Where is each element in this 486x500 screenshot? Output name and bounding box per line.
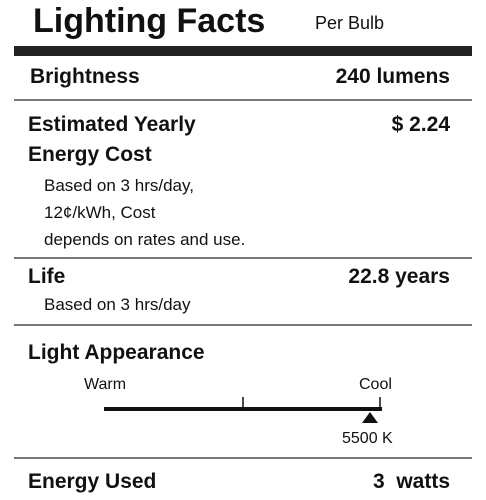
cost-label: Energy Cost [28, 143, 152, 166]
subtitle: Per Bulb [315, 13, 385, 33]
rule [14, 99, 472, 101]
appearance-scale [104, 397, 382, 423]
rule [14, 257, 472, 259]
cost-note: Based on 3 hrs/day, [44, 176, 194, 195]
rule [14, 457, 472, 459]
thick-rule [14, 46, 472, 56]
life-note: Based on 3 hrs/day [44, 295, 191, 314]
energy-used-value: 3 watts [372, 470, 450, 493]
life-value: 22.8 years [348, 265, 450, 288]
scale-marker [362, 412, 378, 423]
life-label: Life [28, 265, 66, 288]
marker-label: 5500 K [342, 430, 393, 447]
cool-label: Cool [359, 376, 392, 393]
cost-value: $ 2.24 [391, 113, 450, 136]
appearance-label: Light Appearance [28, 341, 205, 364]
cost-label: Estimated Yearly [28, 113, 196, 136]
brightness-value: 240 lumens [335, 65, 450, 88]
cost-note: depends on rates and use. [44, 230, 246, 249]
energy-used-label: Energy Used [28, 470, 157, 493]
warm-label: Warm [84, 376, 127, 393]
brightness-label: Brightness [30, 65, 140, 88]
cost-note: 12¢/kWh, Cost [44, 203, 156, 222]
title: Lighting Facts [33, 2, 266, 40]
rule [14, 324, 472, 326]
